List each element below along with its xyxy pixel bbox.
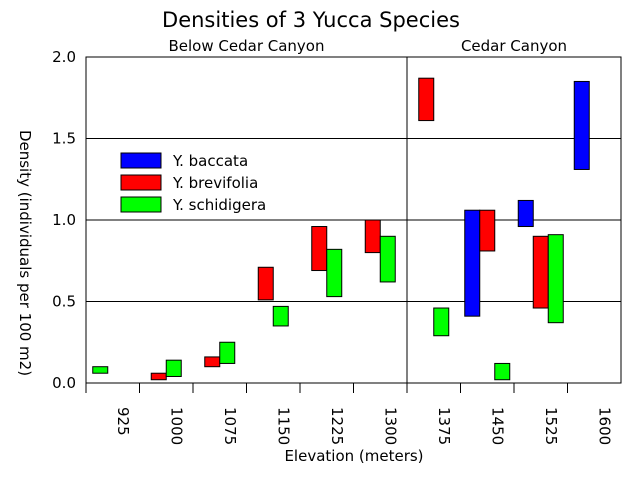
range-bar (311, 226, 328, 272)
y-tick-label: 1.0 (52, 211, 76, 229)
range-bar (150, 372, 167, 381)
range-bar (547, 234, 564, 324)
legend-swatch (120, 174, 162, 191)
region-label: Cedar Canyon (461, 37, 567, 55)
range-bar (92, 366, 109, 374)
range-bar (272, 305, 289, 327)
range-bar (494, 362, 511, 381)
legend-label: Y. brevifolia (172, 174, 258, 192)
x-tick-label: 1225 (328, 407, 346, 445)
y-tick-label: 1.5 (52, 130, 76, 148)
range-bar (326, 248, 343, 298)
y-tick-label: 0.0 (52, 374, 76, 392)
x-tick-label: 925 (114, 407, 132, 436)
bars (92, 77, 590, 381)
x-tick-label: 1600 (595, 407, 613, 445)
region-labels: Below Cedar Canyon Cedar Canyon (169, 37, 568, 55)
legend-swatch (120, 152, 162, 169)
x-tick-label: 1075 (221, 407, 239, 445)
y-tick-label: 2.0 (52, 48, 76, 66)
x-tick-labels: 925 1000 1075 1150 1225 1300 1375 1450 1525 1600 (85, 383, 613, 445)
range-bar (573, 80, 590, 170)
range-bar (379, 235, 396, 283)
range-bar (219, 341, 236, 364)
range-bar (204, 356, 221, 368)
range-bar (517, 199, 534, 228)
legend-label: Y. schidigera (172, 196, 266, 214)
legend-swatch (120, 196, 162, 213)
range-bar (364, 219, 381, 254)
x-tick-label: 1525 (542, 407, 560, 445)
range-bar (479, 209, 496, 252)
region-label: Below Cedar Canyon (169, 37, 325, 55)
x-tick-label: 1150 (274, 407, 292, 445)
range-bar (532, 235, 549, 309)
x-tick-label: 1450 (488, 407, 506, 445)
gridlines (86, 56, 621, 384)
range-bar (433, 307, 450, 337)
x-axis-label: Elevation (meters) (284, 447, 423, 465)
range-bar (257, 266, 274, 301)
legend: Y. baccata Y. brevifolia Y. schidigera (120, 152, 266, 214)
range-bar (165, 359, 182, 377)
chart-title: Densities of 3 Yucca Species (162, 8, 460, 32)
y-tick-label: 0.5 (52, 293, 76, 311)
legend-label: Y. baccata (172, 152, 248, 170)
y-tick-labels: 0.0 0.5 1.0 1.5 2.0 (52, 48, 76, 392)
range-bar (418, 77, 435, 122)
x-tick-label: 1300 (381, 407, 399, 445)
y-axis-label: Density (individuals per 100 m2) (16, 130, 34, 376)
range-bar (464, 209, 481, 317)
x-tick-label: 1375 (435, 407, 453, 445)
x-tick-label: 1000 (167, 407, 185, 445)
